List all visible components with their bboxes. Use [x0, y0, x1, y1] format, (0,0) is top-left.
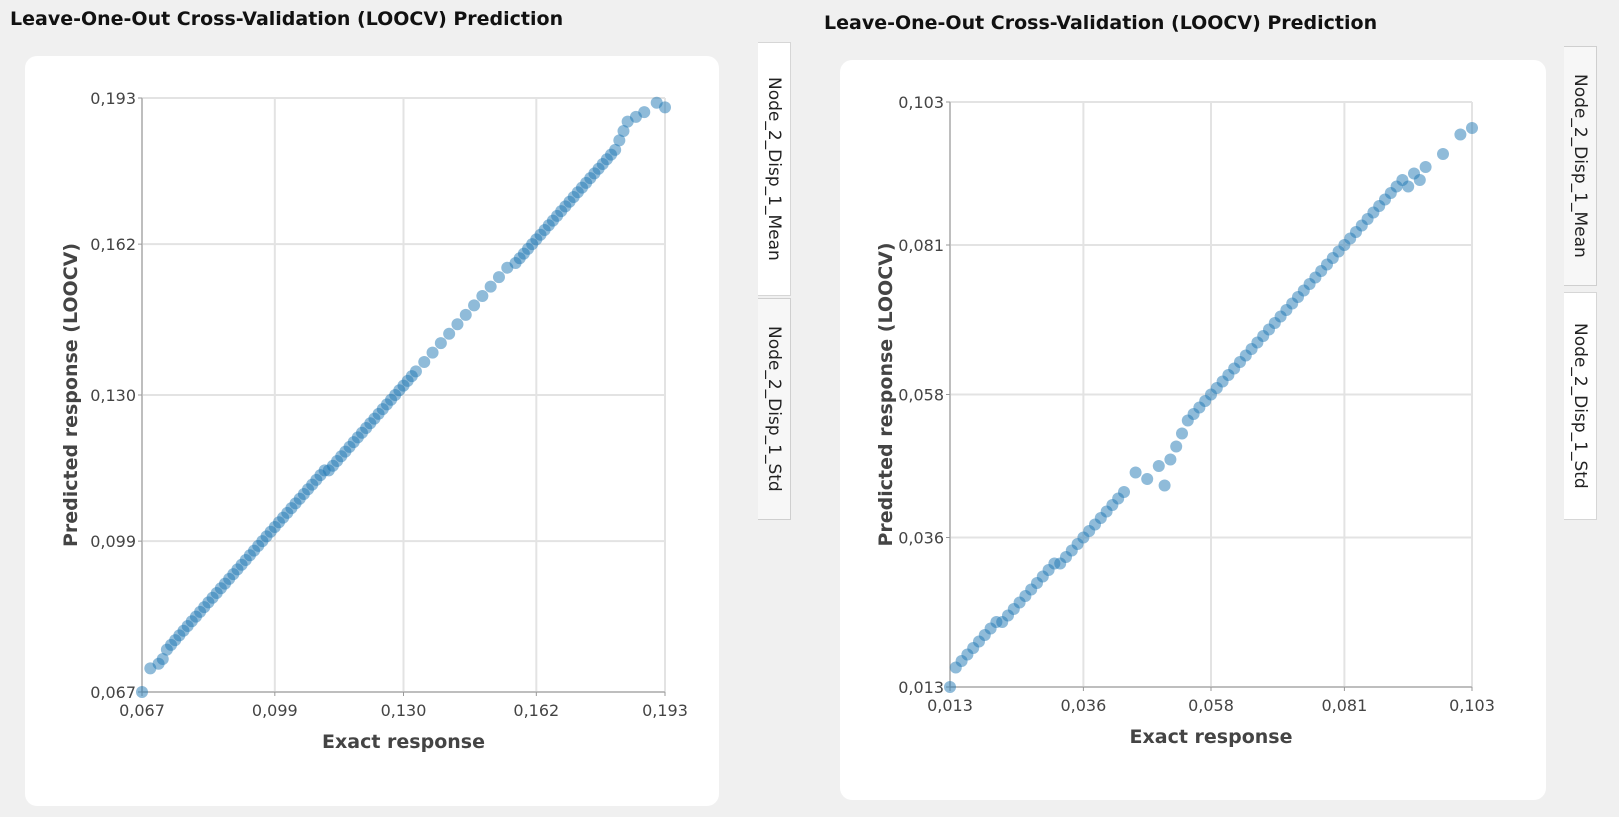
y-tick-label: 0,099 — [90, 532, 136, 551]
data-point — [468, 299, 481, 312]
data-point — [1158, 479, 1171, 492]
x-tick-label: 0,130 — [381, 701, 427, 720]
y-tick-label: 0,013 — [898, 678, 944, 697]
y-tick-label: 0,103 — [898, 93, 944, 112]
y-axis-label: Predicted response (LOOCV) — [60, 243, 82, 547]
x-axis-label: Exact response — [322, 731, 485, 753]
chart-title: Leave-One-Out Cross-Validation (LOOCV) P… — [824, 12, 1378, 34]
data-point — [451, 318, 464, 331]
chart-card: 0,067 0,067 0,099 0,099 0,130 0,130 0,162 0,162… — [25, 56, 719, 806]
data-point — [1170, 440, 1183, 453]
tab-node-2-disp-1-std[interactable]: Node_2_Disp_1_Std — [1564, 292, 1597, 520]
data-point — [1413, 174, 1426, 186]
data-point — [476, 290, 489, 302]
data-point — [1402, 180, 1415, 193]
data-point — [638, 106, 651, 119]
data-point — [409, 365, 422, 378]
x-tick-label: 0,013 — [927, 696, 973, 715]
data-point — [1129, 466, 1142, 479]
x-tick-label: 0,193 — [642, 701, 688, 720]
data-point — [1419, 161, 1432, 173]
data-point — [459, 308, 472, 321]
x-tick-label: 0,081 — [1321, 696, 1367, 715]
y-tick-label: 0,058 — [898, 386, 944, 405]
y-tick-label: 0,067 — [90, 683, 136, 702]
data-point — [492, 271, 505, 284]
data-point — [1437, 148, 1449, 160]
x-tick-label: 0,058 — [1188, 696, 1234, 715]
tab-node-2-disp-1-mean[interactable]: Node_2_Disp_1_Mean — [758, 42, 791, 296]
data-point — [1152, 460, 1165, 472]
x-tick-label: 0,103 — [1449, 696, 1495, 715]
data-point — [156, 653, 169, 665]
x-axis-label: Exact response — [1130, 726, 1293, 748]
data-point — [418, 356, 431, 368]
data-point — [443, 327, 456, 340]
data-point — [1141, 473, 1154, 485]
left-panel: Leave-One-Out Cross-Validation (LOOCV) P… — [10, 0, 791, 817]
data-point — [613, 134, 626, 147]
chart-title: Leave-One-Out Cross-Validation (LOOCV) P… — [10, 8, 564, 30]
data-point — [609, 143, 622, 156]
data-point — [1176, 427, 1188, 440]
data-point — [1454, 128, 1467, 141]
data-point — [1466, 122, 1478, 134]
x-tick-label: 0,036 — [1060, 696, 1106, 715]
right-panel: Leave-One-Out Cross-Validation (LOOCV) P… — [824, 0, 1619, 817]
y-tick-label: 0,130 — [90, 386, 136, 405]
y-tick-label: 0,081 — [898, 236, 944, 255]
x-tick-label: 0,099 — [252, 701, 298, 720]
data-point — [426, 346, 439, 359]
data-point — [617, 125, 630, 137]
data-point — [944, 681, 956, 693]
data-point — [484, 280, 497, 293]
data-point — [434, 337, 447, 350]
data-point — [659, 101, 671, 114]
y-tick-label: 0,036 — [898, 529, 944, 548]
tab-node-2-disp-1-std[interactable]: Node_2_Disp_1_Std — [758, 298, 791, 520]
data-point — [1164, 453, 1177, 466]
data-point — [136, 686, 148, 698]
x-tick-label: 0,067 — [119, 701, 165, 720]
y-axis-label: Predicted response (LOOCV) — [875, 242, 897, 546]
chart-card: 0,013 0,013 0,036 0,036 0,058 0,058 0,081 0,081… — [840, 60, 1546, 800]
tab-node-2-disp-1-mean[interactable]: Node_2_Disp_1_Mean — [1564, 46, 1597, 286]
y-tick-label: 0,162 — [90, 235, 136, 254]
data-point — [1118, 486, 1130, 498]
y-tick-label: 0,193 — [90, 89, 136, 108]
x-tick-label: 0,162 — [513, 701, 559, 720]
